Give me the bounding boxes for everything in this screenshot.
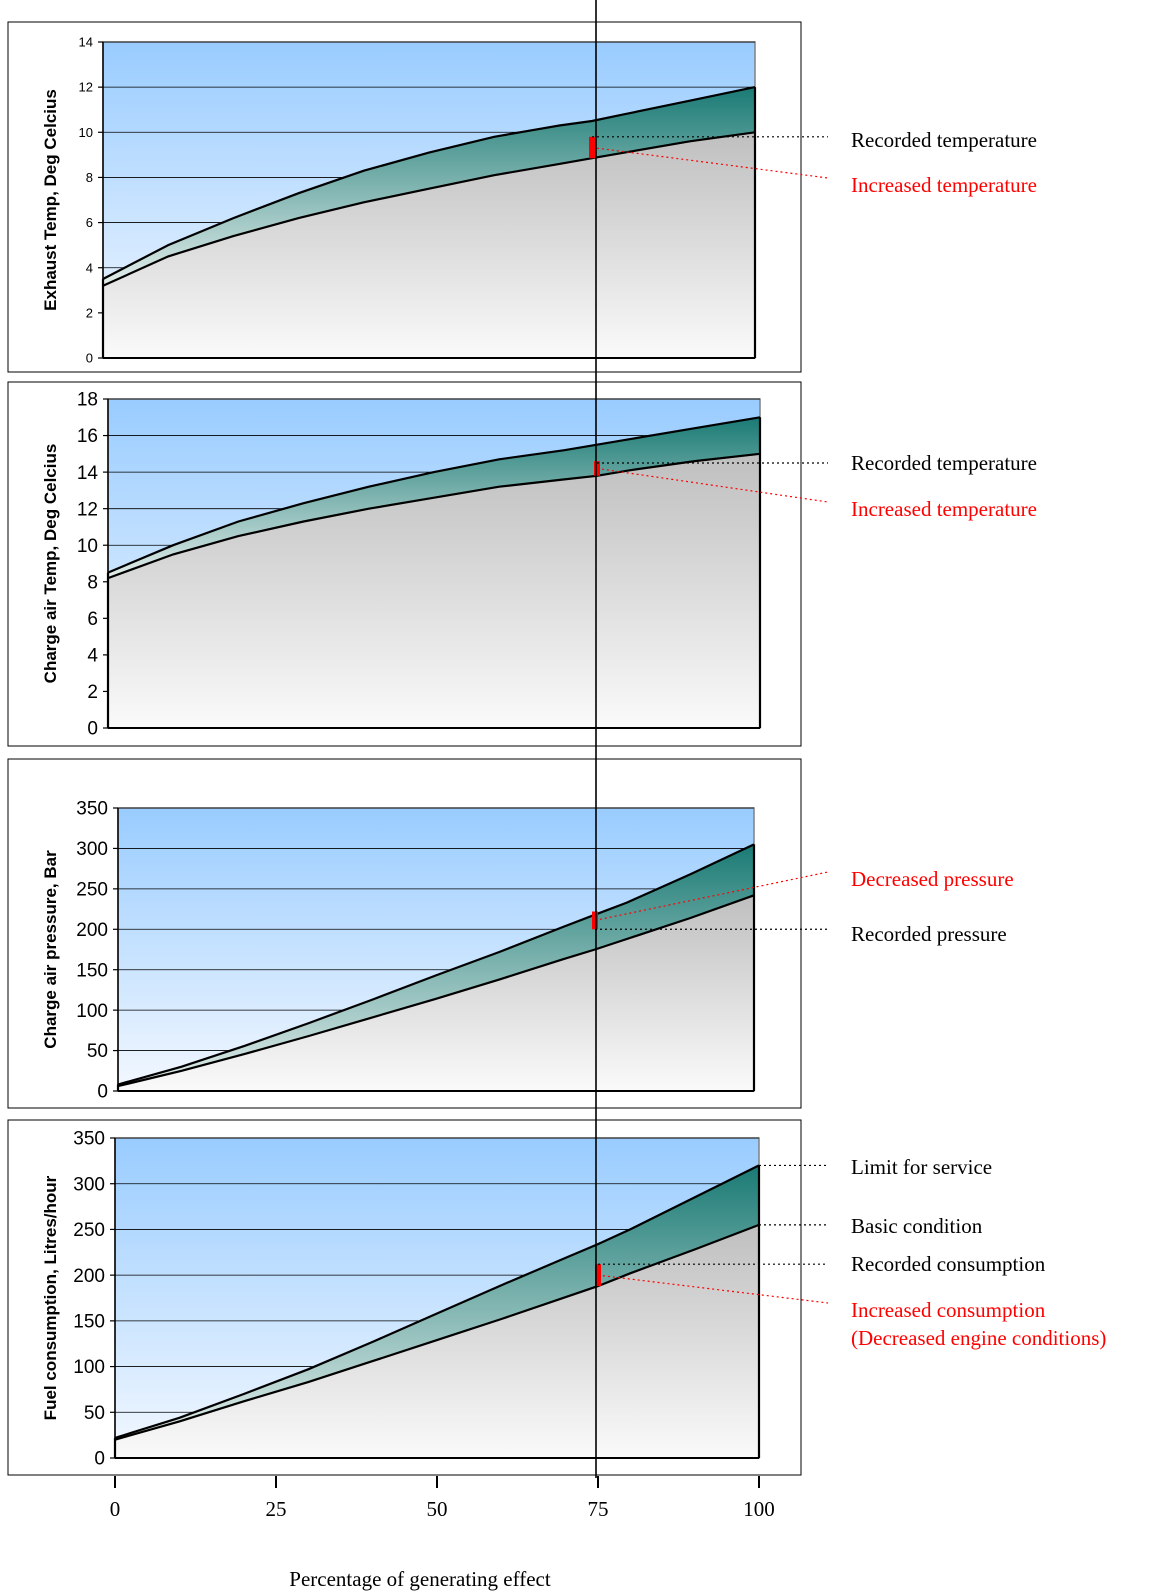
y-tick-label: 2 <box>87 682 98 703</box>
series-line-upper <box>102 86 756 280</box>
y-axis-label: Charge air Temp, Deg Celcius <box>41 444 60 684</box>
x-tick-label: 100 <box>743 1497 775 1521</box>
annotation-label: Recorded consumption <box>851 1252 1046 1276</box>
y-tick-label: 4 <box>86 260 93 275</box>
y-tick-label: 16 <box>77 426 98 447</box>
y-tick-label: 14 <box>77 463 99 484</box>
y-tick-label: 350 <box>76 799 108 820</box>
x-tick-label: 75 <box>588 1497 609 1521</box>
annotation-label: Decreased pressure <box>851 867 1014 891</box>
y-tick-label: 100 <box>73 1357 105 1378</box>
y-tick-label: 6 <box>87 609 98 630</box>
y-tick-label: 50 <box>84 1403 105 1424</box>
y-tick-label: 4 <box>87 646 98 667</box>
series-line-lower <box>107 452 761 580</box>
series-line-upper <box>107 416 761 574</box>
area-base <box>103 132 755 358</box>
x-tick-label: 50 <box>427 1497 448 1521</box>
y-tick-label: 6 <box>86 215 93 230</box>
y-tick-label: 350 <box>73 1129 105 1150</box>
annotation-label: Recorded temperature <box>851 451 1037 475</box>
annotation-label: Increased temperature <box>851 497 1037 521</box>
annotation-label: Basic condition <box>851 1214 983 1238</box>
chart-panel-1: 0 2 4 6 8 10 12 14 Exhaust Temp, Deg Celcius Reco… <box>7 21 1037 373</box>
y-tick-label: 300 <box>76 839 108 860</box>
chart-panel-3: 0 50 100 150 200 250 300 350 Charge air pressure… <box>7 758 1014 1109</box>
x-tick-label: 25 <box>266 1497 287 1521</box>
series-line-lower <box>114 1223 760 1441</box>
y-tick-label: 300 <box>73 1174 105 1195</box>
y-tick-label: 150 <box>76 960 108 981</box>
y-tick-label: 0 <box>94 1449 105 1470</box>
area-base <box>118 895 754 1091</box>
y-axis-label: Charge air pressure, Bar <box>41 850 60 1049</box>
series-line-lower <box>102 131 756 287</box>
y-tick-label: 10 <box>77 536 98 557</box>
y-tick-label: 18 <box>77 390 98 411</box>
annotation-label: Increased consumption <box>851 1298 1046 1322</box>
annotation-leader-red <box>597 1274 829 1304</box>
y-tick-label: 8 <box>86 170 93 185</box>
y-tick-label: 2 <box>86 305 93 320</box>
y-tick-label: 12 <box>77 499 98 520</box>
y-axis-label: Fuel consumption, Litres/hour <box>41 1175 60 1420</box>
y-tick-label: 250 <box>76 880 108 901</box>
y-axis-label: Exhaust Temp, Deg Celcius <box>41 89 60 311</box>
y-tick-label: 200 <box>73 1266 105 1287</box>
y-tick-label: 12 <box>79 80 93 95</box>
annotation-label: Recorded pressure <box>851 922 1007 946</box>
y-tick-label: 0 <box>86 351 93 366</box>
y-tick-label: 8 <box>87 572 98 593</box>
chart-panel-4: 0 50 100 150 200 250 300 350 Fuel consumption, L… <box>7 1119 1106 1476</box>
annotation-label-line2: (Decreased engine conditions) <box>851 1326 1106 1350</box>
y-tick-label: 250 <box>73 1220 105 1241</box>
chart-panel-2: 0 2 4 6 8 10 12 14 16 18 Charge air Temp, Deg Celc… <box>7 381 1037 747</box>
y-tick-label: 50 <box>87 1041 108 1062</box>
y-tick-label: 200 <box>76 920 108 941</box>
x-axis-label: Percentage of generating effect <box>289 1567 551 1591</box>
annotation-label: Limit for service <box>851 1155 992 1179</box>
y-tick-label: 14 <box>79 35 93 50</box>
y-tick-label: 150 <box>73 1312 105 1333</box>
y-tick-label: 10 <box>79 125 93 140</box>
annotation-leader-red <box>596 467 829 503</box>
series-line-upper <box>117 843 755 1086</box>
area-base <box>108 453 760 728</box>
annotation-label: Recorded temperature <box>851 128 1037 152</box>
y-tick-label: 100 <box>76 1001 108 1022</box>
x-tick-label: 0 <box>110 1497 121 1521</box>
series-line-upper <box>114 1164 760 1439</box>
series-line-lower <box>117 894 755 1088</box>
annotation-label: Increased temperature <box>851 173 1037 197</box>
y-tick-label: 0 <box>87 719 98 740</box>
y-tick-label: 0 <box>97 1082 108 1103</box>
area-base <box>115 1224 759 1458</box>
